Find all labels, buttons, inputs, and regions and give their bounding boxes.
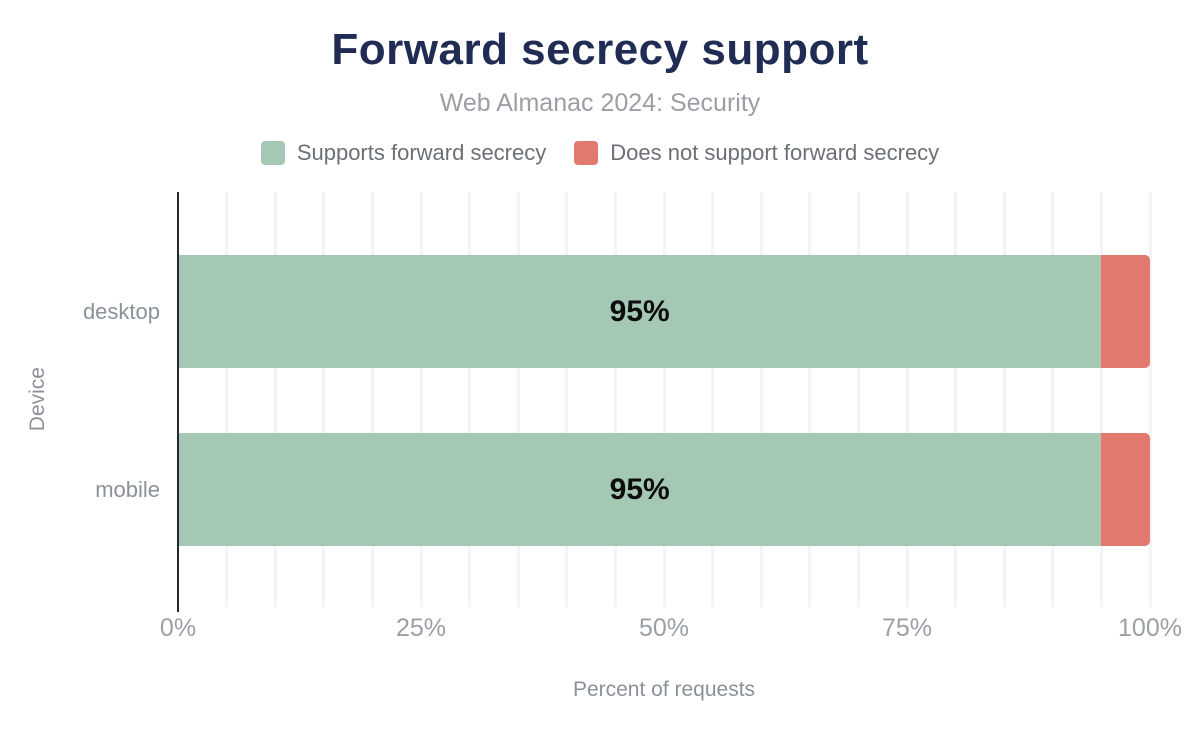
- x-axis-title: Percent of requests: [572, 678, 756, 701]
- y-axis-category-labels: desktop mobile: [0, 192, 160, 607]
- gridline: [613, 192, 617, 607]
- x-tick-label: 100%: [1118, 614, 1182, 642]
- x-axis-ticks: 0% 25% 50% 75% 100%: [160, 614, 1182, 645]
- gridline: [662, 192, 666, 607]
- gridline: [1148, 192, 1152, 607]
- gridline: [808, 192, 812, 607]
- x-tick-label: 25%: [395, 614, 447, 642]
- bar-segment-supports-desktop[interactable]: [178, 255, 1102, 369]
- chart-subtitle: Web Almanac 2024: Security: [439, 89, 761, 117]
- gridline: [419, 192, 423, 607]
- bar-value-label-mobile: 95%: [609, 472, 670, 506]
- x-tick-label: 0%: [159, 614, 197, 642]
- bar-segment-does-not-support-mobile[interactable]: [1101, 433, 1150, 547]
- gridline: [856, 192, 860, 607]
- legend-item-not-supports: Does not support forward secrecy: [574, 141, 939, 165]
- legend-item-supports: Supports forward secrecy: [260, 140, 547, 165]
- legend-label-supports: Supports forward secrecy: [296, 140, 547, 165]
- gridline: [1051, 192, 1055, 607]
- bar-value-label-desktop: 95%: [609, 294, 670, 328]
- legend-label-not-supports: Does not support forward secrecy: [610, 140, 940, 165]
- gridline: [905, 192, 909, 607]
- gridline: [516, 192, 520, 607]
- gridline: [954, 192, 958, 607]
- plot-area: 95% 95%: [178, 192, 1152, 607]
- bar-row-desktop: 95%: [178, 255, 1150, 369]
- y-axis-line: [177, 192, 179, 612]
- gridline: [1002, 192, 1006, 607]
- category-label-desktop: desktop: [82, 298, 160, 324]
- legend-swatch-not-supports-icon: [574, 141, 599, 165]
- gridline: [322, 192, 326, 607]
- x-tick-label: 50%: [638, 614, 690, 642]
- bar-row-mobile: 95%: [178, 433, 1150, 547]
- gridline: [565, 192, 569, 607]
- bar-segment-supports-mobile[interactable]: [178, 433, 1102, 547]
- gridline: [1099, 192, 1103, 607]
- gridline: [759, 192, 763, 607]
- legend: Supports forward secrecy Does not suppor…: [0, 141, 1200, 165]
- x-tick-label: 75%: [881, 614, 933, 642]
- chart-title: Forward secrecy support: [331, 25, 869, 74]
- gridline: [370, 192, 374, 607]
- category-label-mobile: mobile: [95, 476, 160, 502]
- gridline: [225, 192, 229, 607]
- legend-swatch-supports-icon: [260, 141, 285, 165]
- gridline: [468, 192, 472, 607]
- gridline: [273, 192, 277, 607]
- gridline: [711, 192, 715, 607]
- bar-segment-does-not-support-desktop[interactable]: [1101, 255, 1150, 369]
